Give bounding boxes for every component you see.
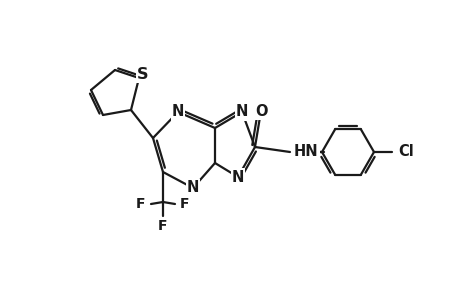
Text: S: S <box>137 67 148 82</box>
Text: F: F <box>180 197 190 211</box>
Text: O: O <box>255 103 268 118</box>
Text: N: N <box>172 104 184 119</box>
Text: HN: HN <box>293 145 318 160</box>
Text: N: N <box>186 181 199 196</box>
Text: N: N <box>235 104 248 119</box>
Text: N: N <box>231 169 244 184</box>
Text: F: F <box>158 219 168 233</box>
Text: F: F <box>136 197 146 211</box>
Text: Cl: Cl <box>397 145 413 160</box>
